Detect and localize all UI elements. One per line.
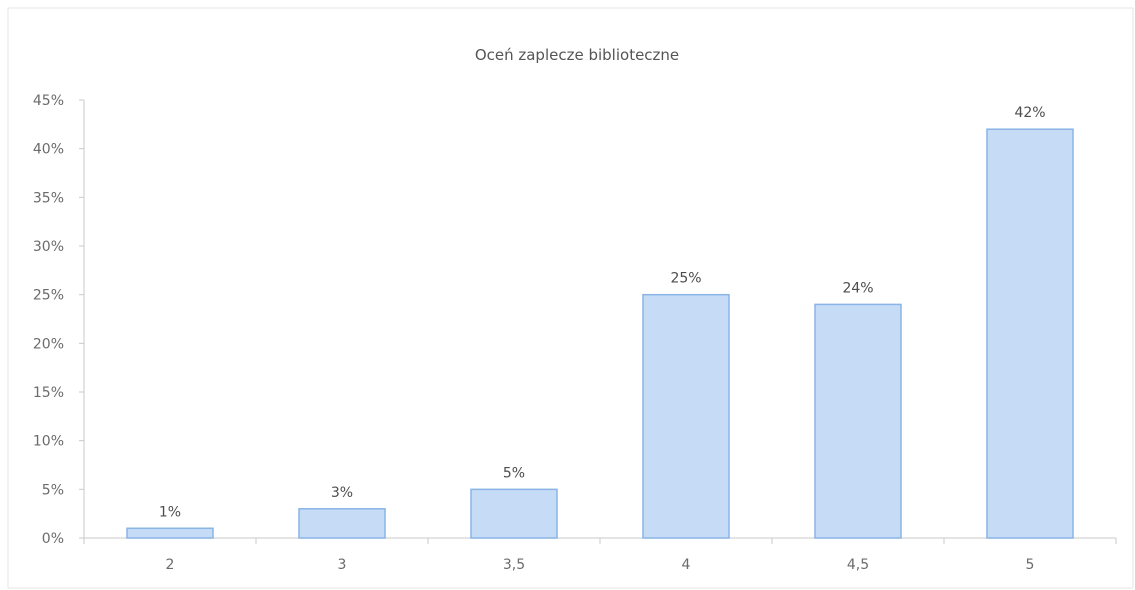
bar bbox=[986, 128, 1074, 539]
x-tick-label: 3 bbox=[338, 557, 347, 573]
x-tick-label: 4,5 bbox=[847, 557, 869, 573]
x-tick-label: 2 bbox=[166, 557, 175, 573]
y-tick-label: 5% bbox=[42, 482, 64, 498]
y-tick-label: 40% bbox=[33, 142, 64, 158]
y-tick-label: 0% bbox=[42, 531, 64, 547]
chart-border bbox=[7, 7, 1134, 589]
data-label: 42% bbox=[1014, 105, 1045, 121]
x-tick-label: 5 bbox=[1026, 557, 1035, 573]
data-label: 25% bbox=[670, 271, 701, 287]
y-tick-label: 45% bbox=[33, 93, 64, 109]
bar bbox=[470, 488, 558, 539]
y-tick-label: 10% bbox=[33, 434, 64, 450]
y-axis: 0% 5% 10% 15% 20% 25% 30% 35% 40% 45% bbox=[33, 93, 85, 547]
bar bbox=[126, 527, 214, 539]
bar bbox=[298, 508, 386, 539]
y-tick-label: 25% bbox=[33, 288, 64, 304]
chart-title: Oceń zaplecze biblioteczne bbox=[475, 46, 679, 64]
bar bbox=[814, 303, 902, 539]
data-labels: 1% 3% 5% 25% 24% 42% bbox=[159, 105, 1046, 520]
x-axis: 2 3 3,5 4 4,5 5 bbox=[83, 537, 1117, 573]
data-label: 5% bbox=[503, 465, 525, 481]
x-tick-label: 4 bbox=[682, 557, 691, 573]
y-tick-label: 20% bbox=[33, 336, 64, 352]
data-label: 3% bbox=[331, 485, 353, 501]
data-label: 24% bbox=[842, 280, 873, 296]
bars bbox=[126, 128, 1074, 539]
y-tick-label: 15% bbox=[33, 385, 64, 401]
y-tick-label: 30% bbox=[33, 239, 64, 255]
bar bbox=[642, 293, 730, 539]
data-label: 1% bbox=[159, 504, 181, 520]
x-tick-label: 3,5 bbox=[503, 557, 525, 573]
y-tick-label: 35% bbox=[33, 190, 64, 206]
